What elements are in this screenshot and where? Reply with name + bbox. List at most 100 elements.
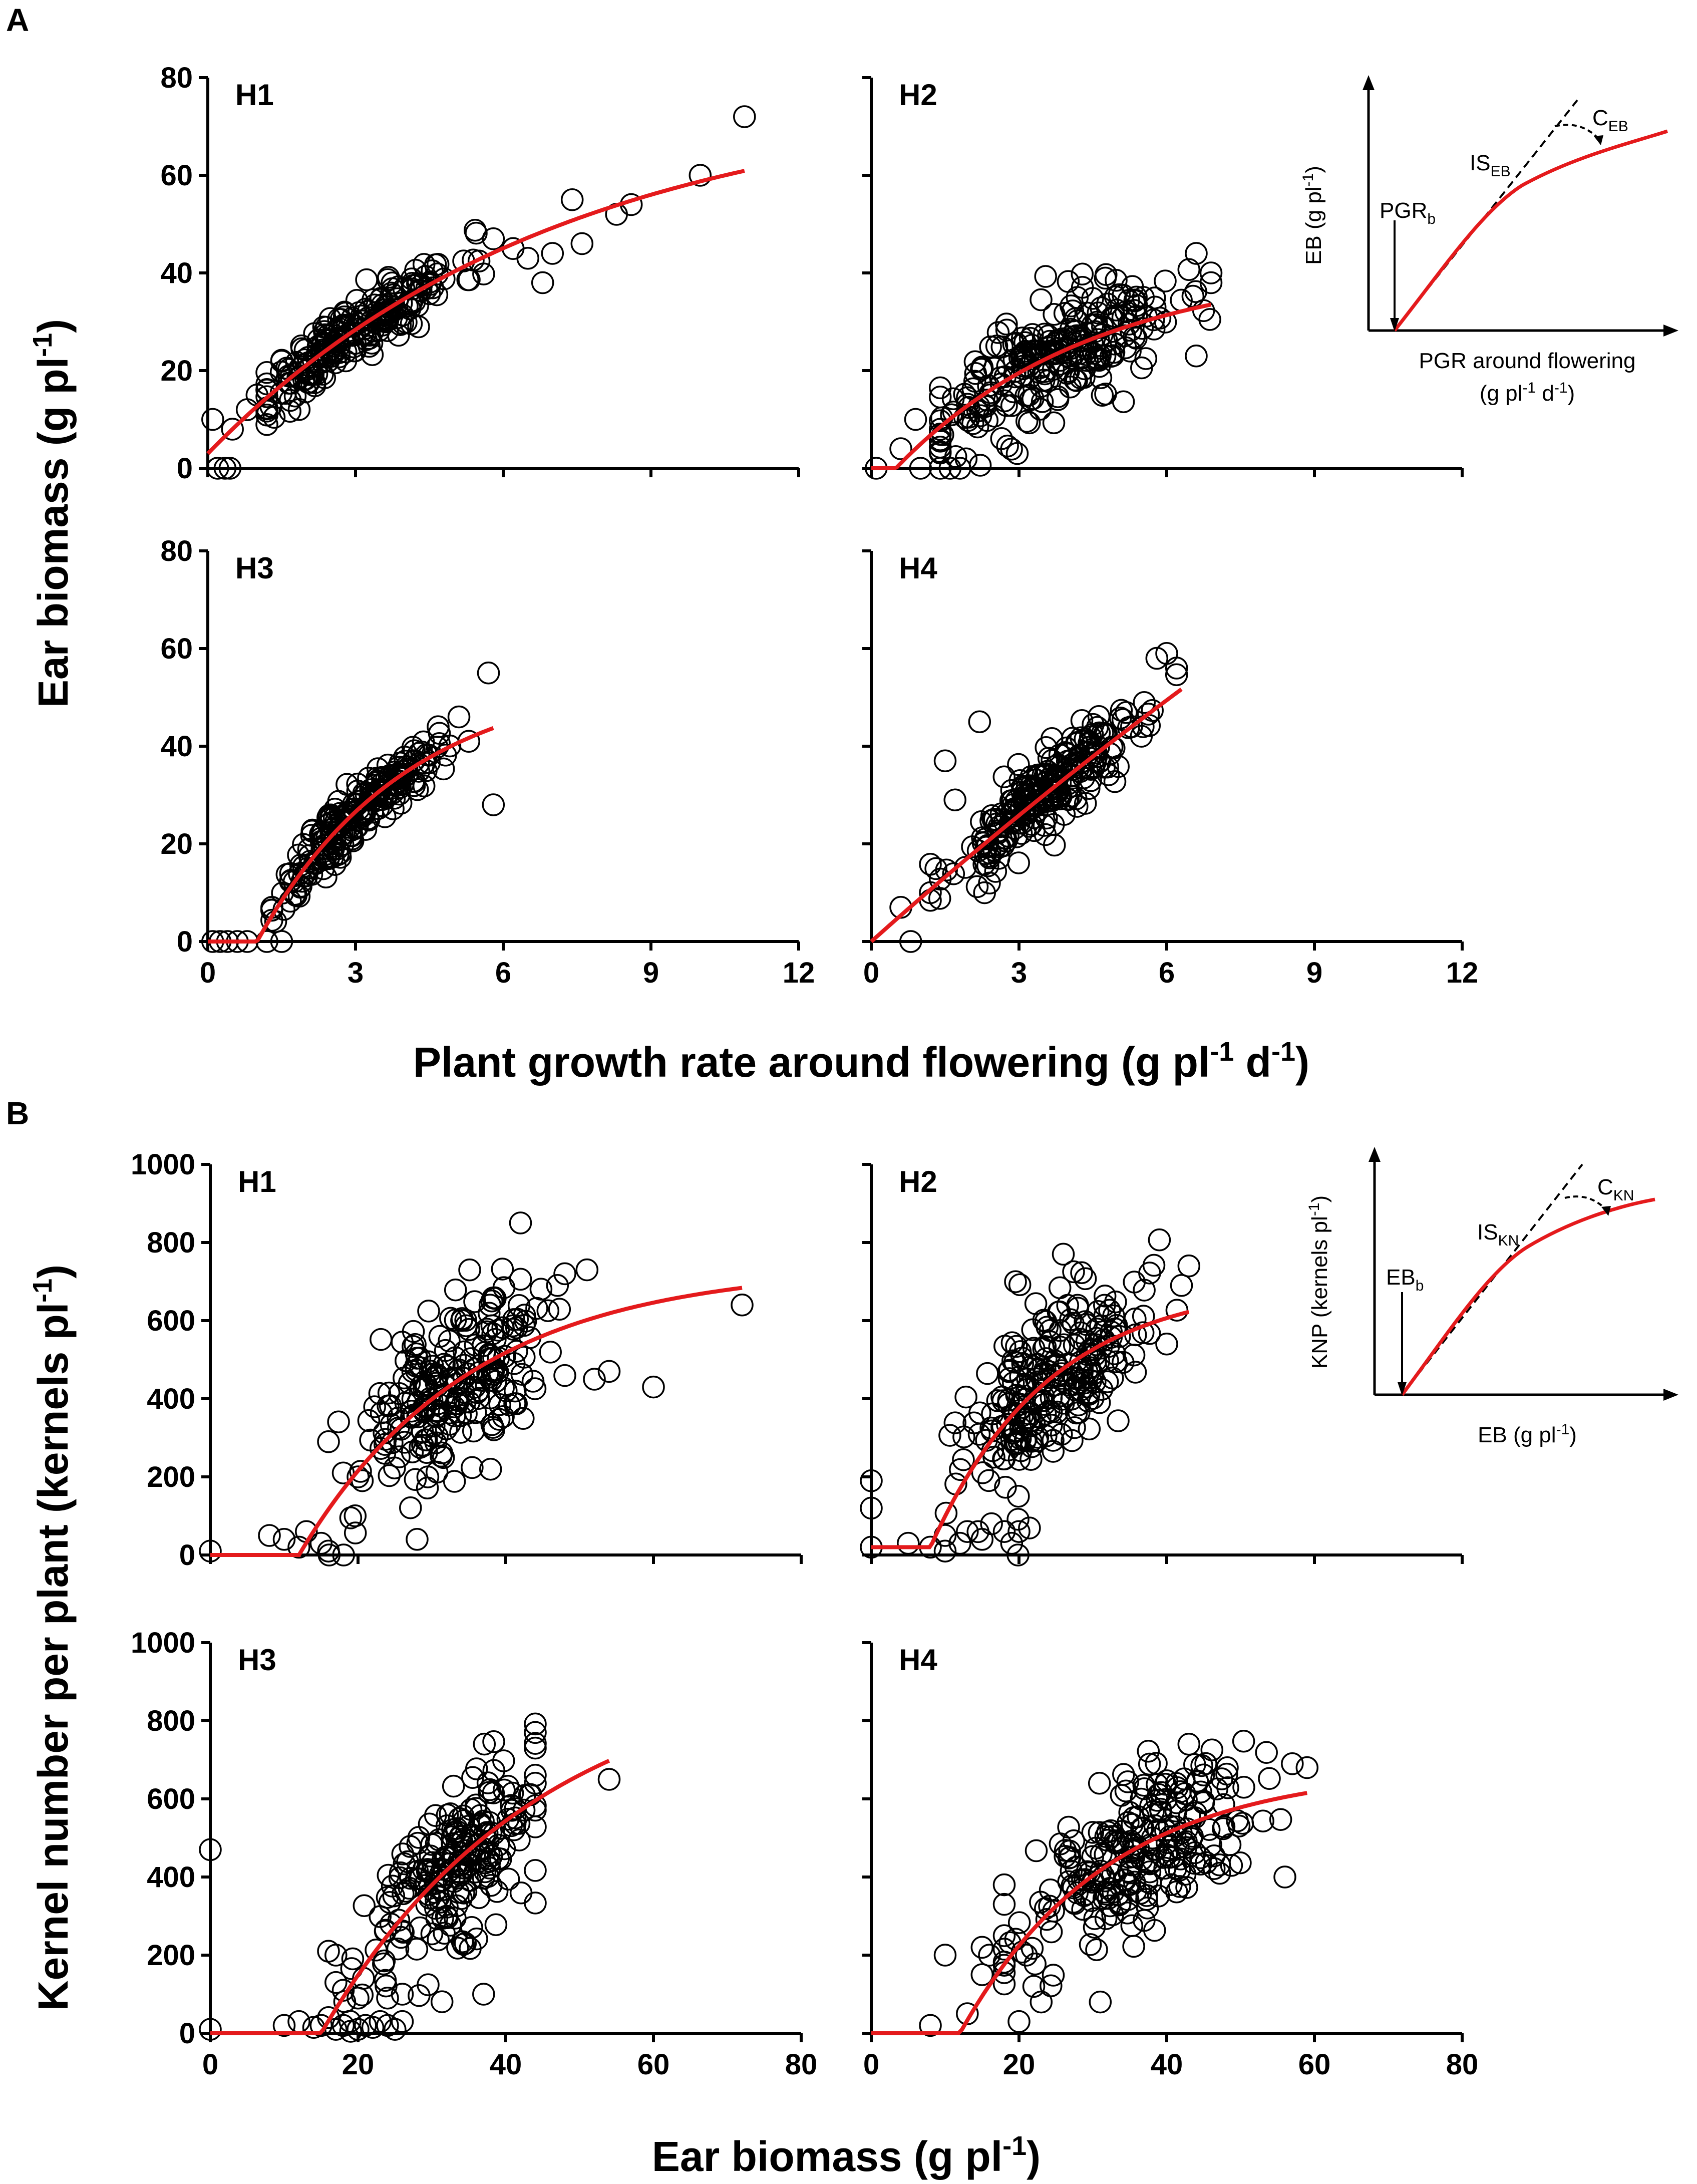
data-point — [449, 1421, 472, 1444]
data-point — [1070, 1261, 1093, 1285]
data-point — [938, 1424, 961, 1447]
data-point — [1118, 1861, 1142, 1885]
data-point — [1061, 1429, 1084, 1452]
data-point — [1154, 269, 1177, 292]
data-point — [583, 1368, 606, 1391]
data-point — [1145, 647, 1169, 670]
data-point — [374, 301, 397, 325]
x-tick-label: 40 — [490, 2048, 522, 2081]
data-point — [1050, 1423, 1073, 1446]
data-point — [1037, 325, 1060, 348]
data-point — [502, 1818, 526, 1841]
data-point — [1093, 1285, 1117, 1308]
data-point — [388, 770, 411, 793]
data-point — [993, 389, 1016, 413]
data-point — [1044, 770, 1067, 793]
data-point — [940, 403, 963, 427]
data-point — [1175, 1788, 1198, 1811]
y-tick-label: 80 — [160, 535, 193, 567]
data-point — [1103, 333, 1126, 356]
data-point — [928, 418, 952, 441]
data-point — [1057, 360, 1080, 383]
data-point — [1023, 819, 1046, 842]
data-point — [362, 288, 385, 311]
data-point — [400, 1405, 423, 1428]
data-point — [524, 1732, 547, 1755]
data-point — [309, 2014, 333, 2037]
data-point — [463, 1357, 486, 1381]
data-point — [1000, 1531, 1024, 1555]
data-point — [1108, 283, 1131, 306]
data-point — [479, 1457, 502, 1481]
data-point — [689, 164, 712, 187]
y-tick-label: 200 — [147, 1939, 195, 1972]
data-point — [409, 1916, 432, 1940]
data-point — [457, 1318, 480, 1341]
data-point — [312, 828, 336, 852]
x-tick-label: 80 — [785, 2048, 818, 2081]
y-tick-label: 40 — [160, 257, 193, 289]
data-point — [1112, 1763, 1135, 1786]
data-point — [426, 1424, 449, 1448]
data-point — [357, 808, 381, 832]
x-tick-label: 0 — [202, 2048, 218, 2081]
y-tick-label: 60 — [160, 159, 193, 192]
data-point — [1115, 701, 1138, 724]
data-point — [465, 1927, 488, 1951]
data-point — [546, 1274, 569, 1297]
data-point — [346, 772, 369, 796]
data-point — [952, 1448, 975, 1471]
data-point — [933, 1539, 957, 1563]
data-point — [339, 1506, 363, 1529]
data-point — [1007, 1484, 1030, 1508]
data-point — [1099, 1819, 1123, 1842]
data-point — [1097, 763, 1120, 786]
data-point — [418, 1387, 441, 1410]
y-tick-label: 40 — [160, 730, 193, 763]
x-tick-label: 3 — [1011, 957, 1027, 989]
data-point — [909, 457, 932, 480]
data-point — [998, 1359, 1021, 1382]
data-point — [377, 1381, 401, 1405]
data-point — [1053, 301, 1077, 325]
y-tick-label: 1000 — [131, 1627, 195, 1659]
data-point — [985, 335, 1008, 358]
data-point — [446, 1937, 469, 1960]
data-point — [512, 1407, 535, 1430]
y-tick-label: 20 — [160, 355, 193, 387]
section-b-y-title: Kernel number per plant (kernels pl-1) — [28, 1265, 77, 2011]
data-point — [1098, 1299, 1121, 1322]
inset-b-curvature-arc — [1564, 1195, 1608, 1212]
data-point — [306, 329, 330, 352]
data-point — [575, 1258, 599, 1282]
data-point — [383, 1456, 406, 1479]
data-point — [482, 1346, 505, 1370]
data-point — [451, 1307, 474, 1330]
fitted-curve — [210, 1759, 610, 2035]
data-point — [333, 301, 357, 325]
scatter-panel-b-h3: 0 200 400 600 800 1000 0 20 40 60 80 H3 — [131, 1627, 817, 2081]
inset-a-schematic: PGRb ISEB CEB EB (g pl-1) PGR around flo… — [1300, 75, 1678, 406]
scatter-panel-b-h2: H2 — [860, 1163, 1464, 1567]
data-point — [996, 1438, 1020, 1462]
data-point — [1005, 442, 1029, 465]
data-point — [1135, 1888, 1158, 1911]
inset-b-y-label: KNP (kernels pl-1) — [1306, 1195, 1332, 1369]
data-point — [393, 1431, 417, 1454]
data-point — [968, 454, 992, 477]
data-point — [444, 1907, 467, 1930]
data-point — [642, 1375, 665, 1399]
data-point — [206, 457, 229, 480]
data-point — [919, 853, 942, 876]
data-point — [965, 875, 989, 898]
x-tick-label: 12 — [1446, 957, 1479, 989]
data-point — [971, 1461, 994, 1484]
data-point — [989, 802, 1013, 825]
data-point — [373, 805, 397, 828]
data-point — [1057, 1352, 1080, 1376]
data-point — [1087, 301, 1110, 325]
data-point — [1105, 269, 1128, 292]
inset-a-x-label-line1: PGR around flowering — [1419, 349, 1636, 373]
y-tick-label: 600 — [147, 1783, 195, 1815]
section-a-x-title: Plant growth rate around flowering (g pl… — [413, 1037, 1309, 1086]
